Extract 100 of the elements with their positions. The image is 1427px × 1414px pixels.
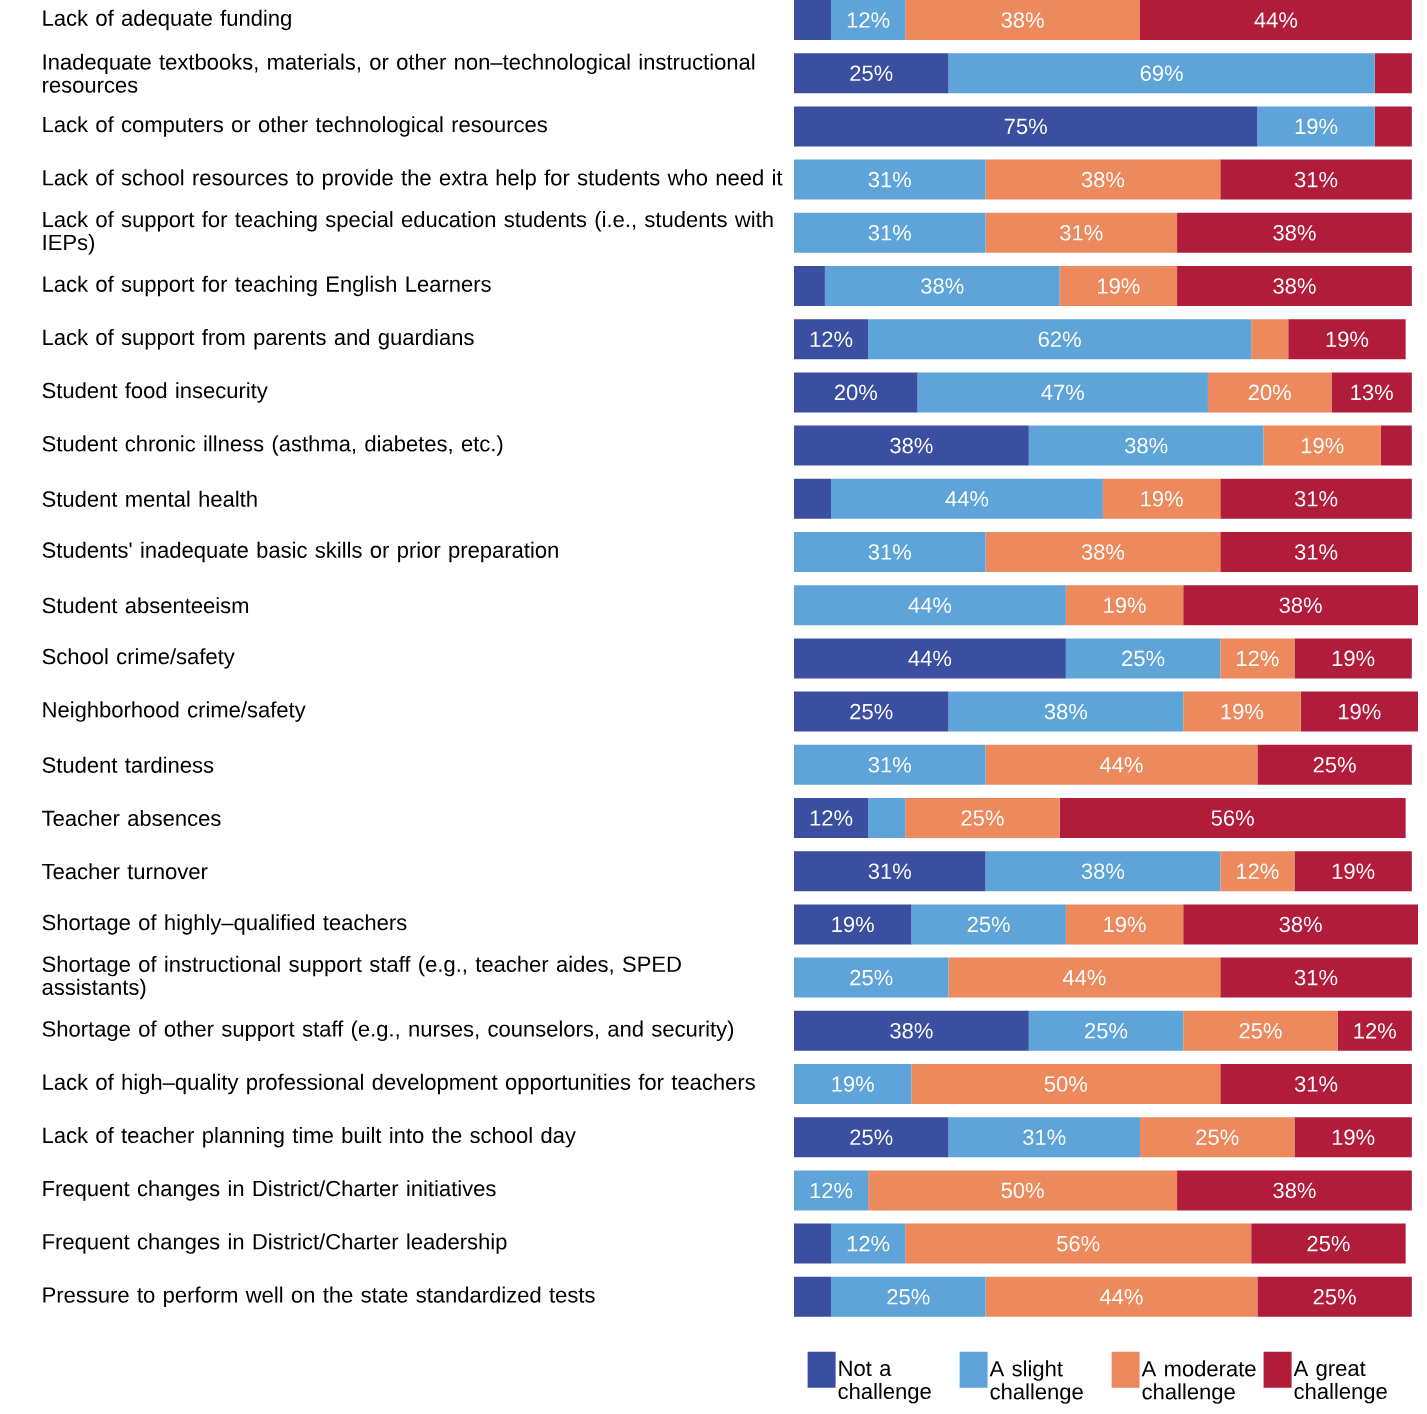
data-label: 44% — [1254, 12, 1298, 28]
legend-label: A great challenge — [1293, 1360, 1387, 1404]
bar — [1257, 106, 1375, 147]
data-label: 47% — [1041, 384, 1084, 401]
bar — [1139, 0, 1412, 40]
data-label: 38% — [1279, 916, 1322, 933]
bar — [1380, 425, 1412, 466]
data-label: 38% — [1273, 225, 1316, 241]
bar — [794, 319, 869, 360]
data-label: 38% — [1001, 12, 1044, 28]
data-label: 31% — [1023, 1129, 1066, 1145]
bar — [1220, 851, 1295, 892]
bar — [1177, 212, 1412, 253]
data-label: 31% — [1294, 171, 1338, 188]
data-label: 25% — [1313, 1289, 1356, 1305]
data-label: 44% — [1099, 757, 1143, 773]
data-label: 44% — [1099, 1289, 1143, 1305]
y-tick-label: Shortage of instructional support staff (e.g., teacher aides, SPED assistants) — [42, 955, 681, 1000]
bar — [1294, 851, 1412, 892]
data-label: 31% — [1294, 491, 1338, 507]
data-label: 19% — [1141, 491, 1183, 507]
y-tick-label: Student chronic illness (asthma, diabetes, etc.) — [42, 435, 503, 456]
data-label: 38% — [890, 437, 933, 454]
bar — [794, 1010, 1029, 1051]
data-label: 19% — [1332, 863, 1375, 879]
bar — [794, 744, 986, 785]
legend-label: A slight challenge — [989, 1360, 1083, 1404]
data-label: 12% — [810, 1182, 853, 1199]
bar — [1183, 904, 1419, 945]
data-label: 19% — [1332, 650, 1375, 667]
data-label: 38% — [1081, 171, 1125, 188]
bar — [1294, 1117, 1412, 1158]
data-label: 19% — [1221, 703, 1264, 720]
bar — [794, 266, 825, 306]
bar — [1065, 638, 1221, 679]
bar — [794, 0, 832, 40]
y-tick-label: Student food insecurity — [42, 382, 268, 403]
bar — [1028, 1010, 1184, 1051]
bar — [794, 851, 986, 892]
bar — [985, 532, 1221, 572]
y-tick-label: Lack of support for teaching special education students (i.e., students with IEPs) — [43, 211, 773, 255]
data-label: 25% — [1307, 1235, 1350, 1252]
bar — [948, 53, 1375, 94]
data-label: 19% — [1295, 118, 1338, 135]
bar — [794, 159, 986, 200]
data-label: 31% — [1060, 225, 1103, 241]
bar — [794, 372, 918, 413]
bar — [831, 0, 906, 40]
bar — [1374, 53, 1412, 94]
bar — [1294, 638, 1412, 679]
data-label: 38% — [1044, 703, 1088, 720]
data-label: 44% — [1062, 969, 1106, 986]
bar — [1220, 478, 1412, 519]
bar — [1257, 744, 1412, 785]
y-tick-label: Lack of adequate funding — [43, 9, 291, 31]
bar — [831, 478, 1103, 519]
data-label: 38% — [890, 1023, 933, 1039]
y-tick-label: School crime/safety — [42, 648, 235, 669]
bar — [1183, 691, 1301, 732]
bar — [794, 478, 832, 519]
bar — [917, 372, 1208, 413]
y-tick-label: Students' inadequate basic skills or prior preparation — [42, 541, 558, 563]
bar — [1220, 638, 1295, 679]
bar — [794, 1170, 869, 1211]
bar — [948, 1117, 1140, 1158]
data-label: 20% — [1248, 384, 1291, 401]
y-tick-label: Student tardiness — [42, 756, 214, 773]
bar — [948, 957, 1221, 998]
legend-label: A moderate challenge — [1141, 1360, 1256, 1404]
data-label: 12% — [1237, 863, 1279, 879]
data-label: 25% — [1313, 757, 1356, 773]
data-label: 38% — [1081, 863, 1125, 879]
bar — [1065, 904, 1184, 945]
y-tick-label: Pressure to perform well on the state standardized tests — [43, 1286, 595, 1308]
data-label: 25% — [1122, 650, 1165, 667]
bar — [1337, 1010, 1412, 1051]
data-label: 19% — [1301, 437, 1344, 454]
data-label: 44% — [908, 650, 952, 667]
bar — [985, 159, 1221, 200]
bar — [1220, 957, 1412, 998]
bar — [985, 212, 1178, 253]
data-label: 12% — [1237, 650, 1279, 667]
bar — [868, 319, 1252, 360]
bar — [794, 957, 949, 998]
data-label: 13% — [1351, 384, 1393, 401]
data-label: 25% — [1196, 1129, 1239, 1145]
data-label: 38% — [921, 278, 964, 294]
y-tick-label: Frequent changes in District/Charter leadership — [43, 1233, 507, 1254]
bar — [1251, 319, 1289, 360]
bar — [831, 1223, 906, 1264]
bar — [985, 744, 1258, 785]
bar — [1220, 532, 1412, 572]
bar — [1183, 585, 1419, 626]
data-label: 19% — [1104, 916, 1146, 933]
data-label: 12% — [810, 331, 853, 347]
data-label: 38% — [1279, 597, 1322, 613]
y-tick-label: Teacher absences — [42, 809, 221, 827]
y-tick-label: Teacher turnover — [42, 863, 208, 880]
data-label: 38% — [1125, 437, 1168, 454]
data-label: 62% — [1038, 331, 1081, 347]
